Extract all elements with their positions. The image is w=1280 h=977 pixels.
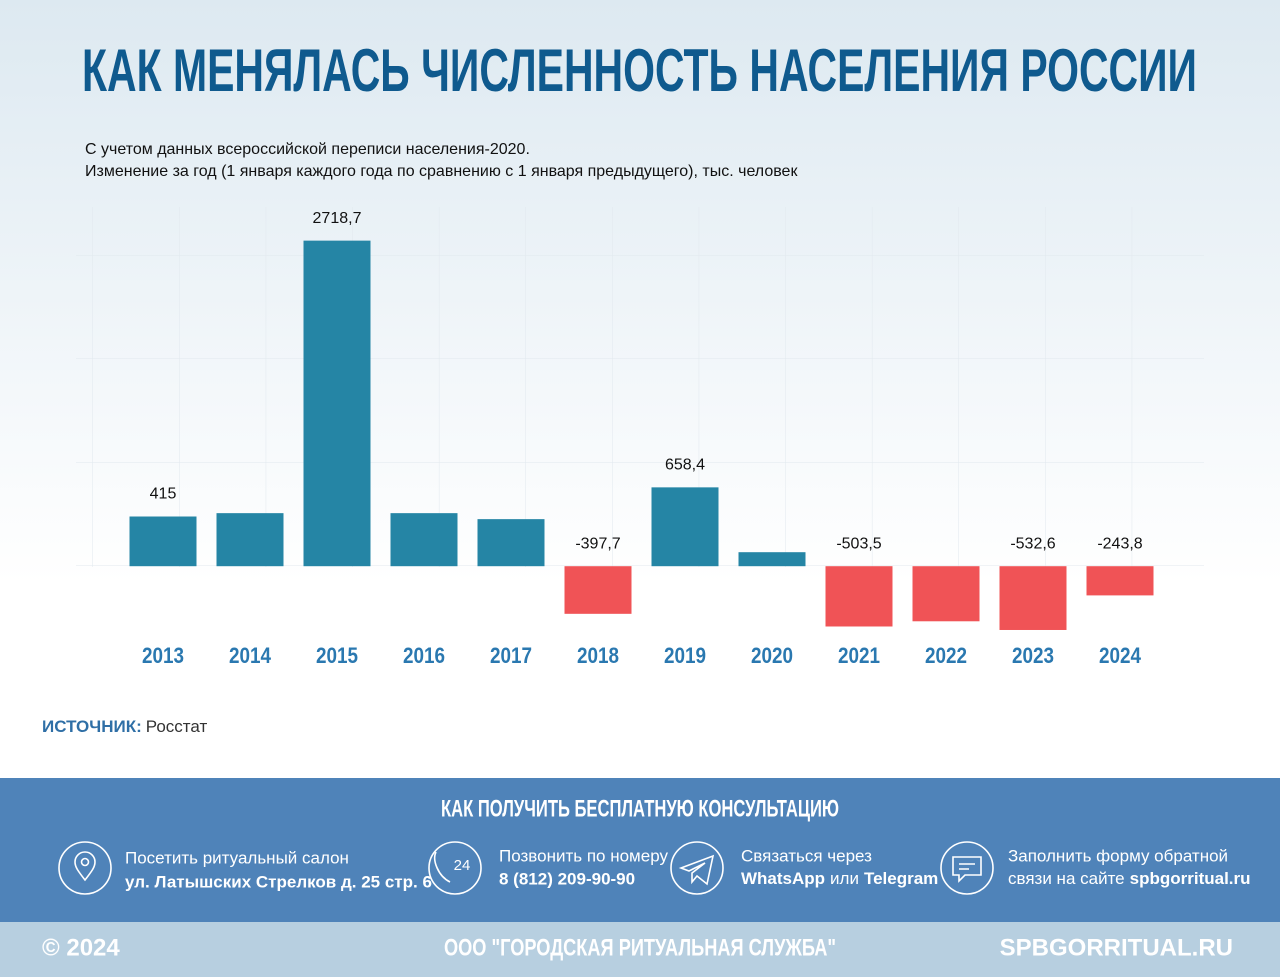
- x-tick-label: 2024: [1099, 643, 1142, 668]
- value-label: -503,5: [836, 535, 881, 552]
- consult-line: ул. Латышских Стрелков д. 25 стр. 6: [125, 872, 432, 891]
- icon-telegram: [670, 841, 724, 895]
- value-label: 2718,7: [313, 210, 362, 227]
- source: ИСТОЧНИК: Росстат: [42, 717, 207, 736]
- subtitle: Изменение за год (1 января каждого года …: [85, 163, 798, 180]
- bar: [738, 552, 806, 567]
- source-text: Росстат: [146, 717, 208, 736]
- x-tick-label: 2022: [925, 643, 967, 668]
- value-label: -532,6: [1010, 535, 1055, 552]
- bar: [1086, 566, 1154, 596]
- bar: [912, 566, 980, 622]
- bar: [129, 516, 197, 567]
- consult-part: Telegram: [864, 869, 938, 888]
- bar: [390, 513, 458, 567]
- consult-title: КАК ПОЛУЧИТЬ БЕСПЛАТНУЮ КОНСУЛЬТАЦИЮ: [441, 795, 839, 822]
- x-tick-label: 2020: [751, 643, 793, 668]
- footer-band: [0, 922, 1280, 977]
- value-label: 658,4: [665, 457, 705, 474]
- x-tick-label: 2016: [403, 643, 445, 668]
- x-tick-label: 2021: [838, 643, 880, 668]
- bar: [216, 513, 284, 567]
- consult-line: Позвонить по номеру: [499, 846, 668, 865]
- consult-part: или: [830, 869, 859, 888]
- x-tick-label: 2015: [316, 643, 358, 668]
- consult-line: Заполнить форму обратной: [1008, 846, 1228, 865]
- x-tick-label: 2019: [664, 643, 706, 668]
- bar: [303, 240, 371, 567]
- x-tick-label: 2014: [229, 643, 272, 668]
- bar-chart: 415 2013 2014 2718,7 2015 2016 2017 -397,7 2018 6…: [129, 210, 1154, 668]
- title: КАК МЕНЯЛАСЬ ЧИСЛЕННОСТЬ НАСЕЛЕНИЯ РОССИ…: [82, 37, 1197, 104]
- source-label: ИСТОЧНИК:: [42, 717, 142, 736]
- bar: [477, 519, 545, 567]
- x-tick-label: 2017: [490, 643, 532, 668]
- icon-phone: 24: [428, 841, 482, 895]
- consult-line: WhatsApp или Telegram: [741, 869, 938, 888]
- copyright: © 2024: [42, 934, 120, 961]
- consult-part: WhatsApp: [741, 869, 825, 888]
- consult-line: Связаться через: [741, 846, 872, 865]
- grid-background: [76, 207, 1204, 567]
- icon-badge: 24: [454, 857, 471, 874]
- consult-line: 8 (812) 209-90-90: [499, 869, 635, 888]
- consult-part: spbgorritual.ru: [1130, 869, 1251, 888]
- consult-part: связи на сайте: [1008, 869, 1125, 888]
- value-label: -397,7: [575, 535, 620, 552]
- subtitle: С учетом данных всероссийской переписи н…: [85, 141, 530, 158]
- x-tick-label: 2023: [1012, 643, 1054, 668]
- consult-band: [0, 778, 1280, 922]
- x-tick-label: 2013: [142, 643, 184, 668]
- value-label: 415: [150, 486, 177, 503]
- bar: [999, 566, 1067, 630]
- site: SPBGORRITUAL.RU: [1000, 934, 1233, 961]
- bar: [825, 566, 893, 627]
- value-label: -243,8: [1097, 535, 1142, 552]
- x-tick-label: 2018: [577, 643, 619, 668]
- bar: [564, 566, 632, 614]
- consult-line: Посетить ритуальный салон: [125, 848, 349, 867]
- icon-location: [58, 841, 112, 895]
- bar: [651, 487, 719, 567]
- icon-form: [940, 841, 994, 895]
- consult-line: связи на сайте spbgorritual.ru: [1008, 869, 1251, 888]
- company: ООО "ГОРОДСКАЯ РИТУАЛЬНАЯ СЛУЖБА": [444, 934, 836, 961]
